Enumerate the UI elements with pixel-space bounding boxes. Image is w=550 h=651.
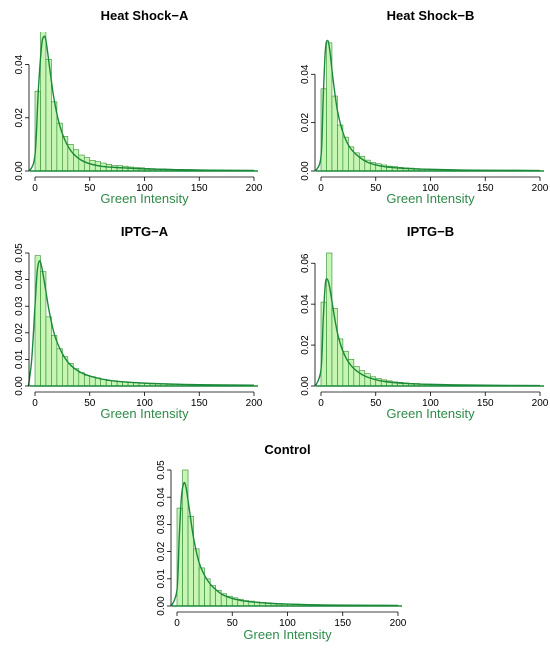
x-axis-label: Green Intensity [386,406,475,421]
y-tick-label: 0.00 [14,376,25,396]
histogram-bar [111,165,118,171]
histogram-bar [83,375,91,386]
y-tick-label: 0.03 [156,514,167,534]
x-tick-label: 150 [477,183,494,194]
y-tick-label: 0.04 [300,64,311,84]
x-tick-label: 50 [370,398,382,409]
x-tick-label: 100 [136,398,153,409]
y-tick-label: 0.03 [14,296,25,316]
histogram-bar [326,252,333,386]
x-tick-label: 50 [370,183,382,194]
y-tick-label: 0.00 [300,376,311,396]
y-tick-label: 0.04 [156,487,167,507]
y-tick-label: 0.04 [300,294,311,314]
x-tick-label: 50 [84,183,96,194]
bars-group [34,32,254,171]
histogram-panel: Heat Shock−B 0 50 100 150 200 0.00 0.02 0.04 Gree… [300,8,549,206]
y-tick-label: 0.00 [300,161,311,181]
x-tick-label: 0 [32,183,38,194]
histogram-bar [78,154,85,171]
x-axis-label: Green Intensity [243,627,332,642]
histogram-bar [83,157,91,171]
y-tick-label: 0.06 [300,253,311,273]
y-tick-label: 0.02 [156,541,167,561]
x-tick-label: 100 [279,618,296,629]
y-tick-label: 0.05 [14,243,25,263]
density-curve [314,278,541,387]
x-tick-label: 100 [422,398,439,409]
x-tick-label: 150 [477,398,494,409]
y-tick-label: 0.00 [156,596,167,616]
histogram-panel: IPTG−A 0 50 100 150 200 0.00 0.01 0.02 0.03 0.04 0.… [14,224,263,421]
histogram-panel: IPTG−B 0 50 100 150 200 0.00 0.02 0.04 0.06 Green … [300,224,549,421]
x-tick-label: 200 [246,398,263,409]
x-tick-label: 200 [246,183,263,194]
histogram-bar [34,255,41,386]
histogram-panel: Heat Shock−A 0 50 100 150 200 0.00 0.02 0.04 Gree… [14,8,263,206]
x-axis-label: Green Intensity [386,191,475,206]
x-tick-label: 200 [532,398,549,409]
x-tick-label: 200 [390,618,407,629]
x-tick-label: 150 [334,618,351,629]
x-tick-label: 100 [422,183,439,194]
x-tick-label: 200 [532,183,549,194]
y-tick-label: 0.04 [14,269,25,289]
x-tick-label: 0 [318,183,324,194]
bars-group [34,255,254,386]
y-tick-label: 0.05 [156,460,167,480]
x-tick-label: 0 [174,618,180,629]
panel-title: Control [264,442,310,457]
y-tick-label: 0.01 [156,569,167,589]
histogram-bar [45,316,52,386]
panel-title: Heat Shock−A [101,8,189,23]
x-tick-label: 150 [191,183,208,194]
density-curve [170,481,399,607]
y-tick-label: 0.04 [14,54,25,74]
density-curve [314,39,541,172]
panel-title: Heat Shock−B [387,8,475,23]
y-tick-label: 0.02 [14,323,25,343]
histogram-bar [337,338,344,386]
density-curve [28,35,255,172]
y-tick-label: 0.02 [14,108,25,128]
y-tick-label: 0.02 [300,335,311,355]
x-axis-label: Green Intensity [100,406,189,421]
histogram-bar [89,376,96,386]
x-tick-label: 100 [136,183,153,194]
histogram-panel: Control 0 50 100 150 200 0.00 0.01 0.02 0.03 0.04 0… [156,442,407,642]
y-tick-label: 0.01 [14,349,25,369]
histogram-bar [73,149,80,171]
x-tick-label: 50 [84,398,96,409]
density-curve [27,260,255,387]
histogram-bar [364,373,371,386]
bars-group [320,252,540,386]
y-tick-label: 0.00 [14,161,25,181]
histogram-bar [51,335,58,386]
x-tick-label: 150 [191,398,208,409]
panel-title: IPTG−A [121,224,169,239]
histogram-bar [78,372,85,386]
bars-group [176,469,398,606]
x-axis-label: Green Intensity [100,191,189,206]
histogram-bar [56,348,63,386]
x-tick-label: 0 [32,398,38,409]
y-tick-label: 0.02 [300,112,311,132]
panel-title: IPTG−B [407,224,454,239]
histogram-bar [105,380,112,386]
x-tick-label: 50 [227,618,239,629]
x-tick-label: 0 [318,398,324,409]
